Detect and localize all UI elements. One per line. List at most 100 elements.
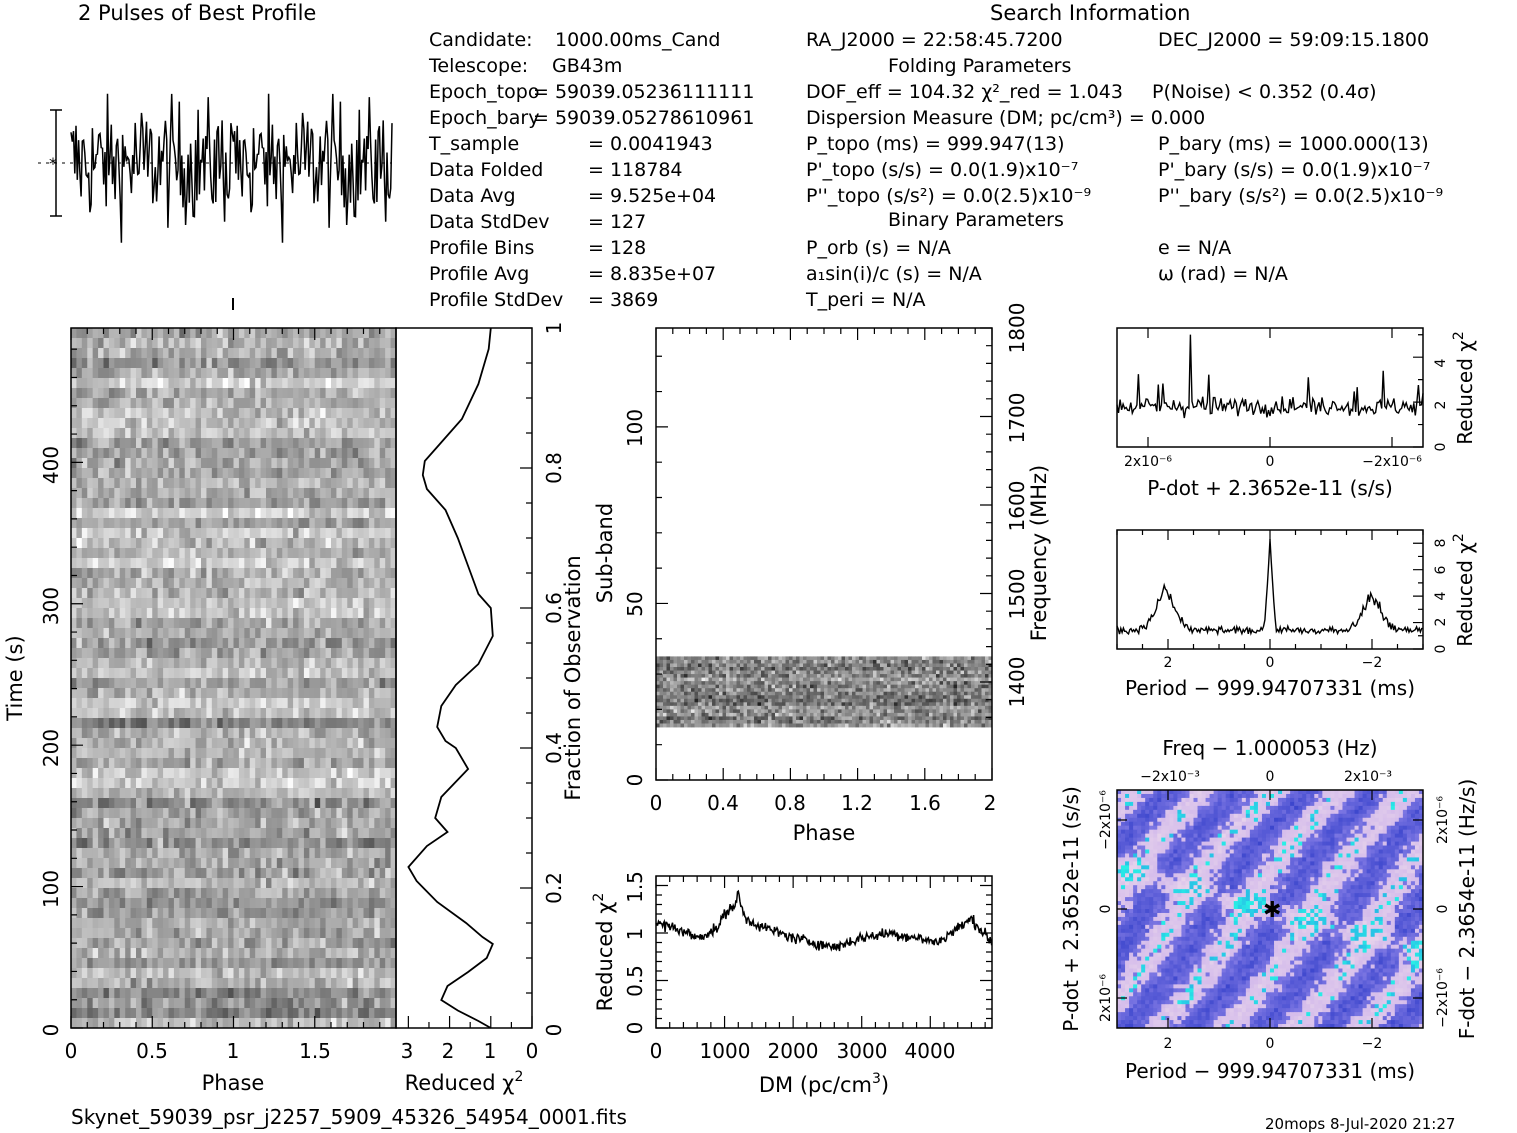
time-phase-cell bbox=[233, 578, 240, 589]
time-phase-cell bbox=[266, 408, 272, 419]
time-phase-cell bbox=[228, 678, 234, 689]
time-phase-cell bbox=[341, 458, 348, 469]
time-phase-cell bbox=[363, 618, 370, 629]
time-phase-cell bbox=[141, 588, 148, 599]
time-phase-cell bbox=[358, 958, 364, 969]
time-phase-cell bbox=[255, 958, 261, 969]
time-phase-cell bbox=[358, 788, 364, 799]
time-phase-cell bbox=[190, 908, 196, 919]
time-phase-cell bbox=[352, 358, 359, 369]
time-phase-cell bbox=[87, 488, 94, 499]
time-phase-cell bbox=[125, 568, 131, 579]
time-phase-cell bbox=[168, 608, 175, 619]
time-phase-cell bbox=[195, 468, 202, 479]
subband-phase-cell bbox=[750, 677, 755, 682]
time-phase-cell bbox=[363, 798, 370, 809]
time-phase-cell bbox=[168, 388, 175, 399]
time-phase-cell bbox=[320, 848, 326, 859]
time-phase-cell bbox=[71, 708, 77, 719]
subband-phase-cell bbox=[894, 670, 898, 675]
time-phase-cell bbox=[325, 1018, 332, 1029]
time-phase-cell bbox=[81, 368, 88, 379]
time-phase-cell bbox=[266, 1018, 272, 1029]
time-phase-cell bbox=[238, 578, 245, 589]
time-phase-cell bbox=[379, 648, 386, 659]
time-phase-cell bbox=[201, 548, 207, 559]
subband-phase-cell bbox=[771, 677, 776, 682]
time-phase-cell bbox=[309, 698, 316, 709]
time-phase-cell bbox=[125, 958, 131, 969]
subband-phase-cell bbox=[932, 659, 937, 664]
time-phase-cell bbox=[179, 378, 186, 389]
time-phase-cell bbox=[119, 468, 126, 479]
time-phase-cell bbox=[206, 778, 213, 789]
subband-phase-cell bbox=[841, 674, 846, 678]
time-phase-cell bbox=[266, 508, 272, 519]
time-phase-cell bbox=[368, 738, 375, 749]
time-phase-cell bbox=[287, 878, 294, 889]
time-phase-cell bbox=[249, 338, 256, 349]
time-phase-cell bbox=[71, 738, 77, 749]
subband-phase-cell bbox=[985, 663, 989, 668]
time-phase-cell bbox=[374, 908, 381, 919]
time-phase-cell bbox=[76, 878, 83, 889]
time-phase-cell bbox=[347, 428, 354, 439]
time-phase-cell bbox=[195, 688, 202, 699]
time-phase-cell bbox=[92, 348, 99, 359]
time-phase-cell bbox=[87, 1018, 94, 1029]
time-phase-cell bbox=[244, 808, 251, 819]
time-phase-cell bbox=[271, 618, 278, 629]
subband-phase-cell bbox=[911, 674, 916, 678]
time-phase-cell bbox=[81, 418, 88, 429]
time-phase-cell bbox=[325, 438, 332, 449]
time-phase-cell bbox=[276, 408, 283, 419]
time-phase-cell bbox=[341, 858, 348, 869]
time-phase-cell bbox=[125, 768, 131, 779]
time-phase-cell bbox=[303, 1008, 310, 1019]
time-phase-cell bbox=[146, 628, 153, 639]
time-phase-cell bbox=[119, 938, 126, 949]
subband-phase-cell bbox=[799, 659, 804, 664]
time-phase-cell bbox=[276, 448, 283, 459]
subband-phase-cell bbox=[670, 656, 674, 661]
time-phase-cell bbox=[81, 618, 88, 629]
time-phase-cell bbox=[157, 468, 164, 479]
time-phase-cell bbox=[352, 958, 359, 969]
time-phase-cell bbox=[119, 608, 126, 619]
time-phase-cell bbox=[341, 628, 348, 639]
subband-phase-cell bbox=[971, 659, 975, 664]
time-phase-cell bbox=[282, 858, 289, 869]
time-phase-cell bbox=[163, 338, 169, 349]
time-phase-cell bbox=[238, 838, 245, 849]
time-phase-cell bbox=[390, 678, 397, 689]
time-phase-cell bbox=[233, 538, 240, 549]
time-phase-cell bbox=[195, 768, 202, 779]
subband-phase-cell bbox=[943, 659, 947, 664]
time-phase-cell bbox=[76, 968, 83, 979]
time-phase-cell bbox=[206, 538, 213, 549]
time-phase-cell bbox=[363, 498, 370, 509]
time-phase-cell bbox=[130, 528, 137, 539]
time-phase-cell bbox=[179, 508, 186, 519]
subband-phase-cell bbox=[740, 667, 744, 671]
time-phase-cell bbox=[309, 738, 316, 749]
time-phase-cell bbox=[260, 508, 267, 519]
time-phase-cell bbox=[157, 588, 164, 599]
time-phase-cell bbox=[287, 908, 294, 919]
time-phase-cell bbox=[222, 628, 229, 639]
time-phase-cell bbox=[136, 578, 142, 589]
time-phase-cell bbox=[179, 788, 186, 799]
time-phase-cell bbox=[76, 778, 83, 789]
time-phase-cell bbox=[358, 928, 364, 939]
time-phase-cell bbox=[119, 558, 126, 569]
time-phase-cell bbox=[260, 328, 267, 339]
time-phase-cell bbox=[92, 368, 99, 379]
time-phase-cell bbox=[379, 808, 386, 819]
time-phase-cell bbox=[293, 698, 299, 709]
time-phase-cell bbox=[390, 418, 397, 429]
time-phase-cell bbox=[390, 538, 397, 549]
time-phase-cell bbox=[179, 888, 186, 899]
time-phase-cell bbox=[347, 688, 354, 699]
time-phase-cell bbox=[244, 868, 251, 879]
time-phase-cell bbox=[347, 418, 354, 429]
